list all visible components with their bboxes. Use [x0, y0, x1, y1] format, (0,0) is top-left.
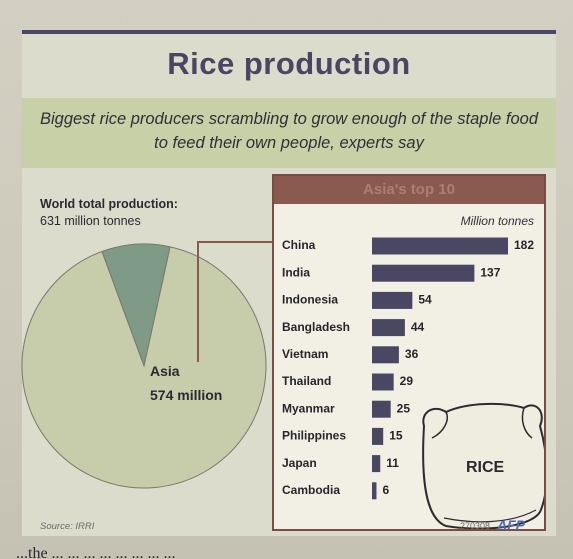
pie-slice-asia [21, 246, 267, 489]
bar-value-india: 137 [480, 265, 500, 279]
bar-label-myanmar: Myanmar [282, 401, 335, 415]
pie-value-asia: 574 million [150, 387, 222, 403]
bar-label-vietnam: Vietnam [282, 347, 328, 361]
bar-label-bangladesh: Bangladesh [282, 320, 350, 334]
bar-vietnam [372, 346, 399, 364]
bar-label-india: India [282, 265, 310, 279]
pie-to-panel-connector [197, 241, 272, 362]
rice-sack-label: RICE [466, 459, 505, 476]
bar-value-cambodia: 6 [382, 483, 389, 497]
bar-value-myanmar: 25 [397, 401, 411, 415]
asia-top10-bars: China 182 India 137 Indonesia 54 Bangladesh 44 V… [282, 237, 544, 529]
unit-label: Million tonnes [460, 214, 534, 228]
rice-sack-icon: RICE [422, 402, 544, 529]
bar-value-bangladesh: 44 [411, 320, 425, 334]
bar-value-japan: 11 [386, 456, 399, 470]
afp-logo: AFP [497, 517, 525, 533]
bar-label-china: China [282, 238, 316, 252]
graphic-code: 270308 [460, 521, 491, 531]
bar-label-thailand: Thailand [282, 374, 331, 388]
bar-value-china: 182 [514, 238, 534, 252]
bar-bangladesh [372, 319, 405, 337]
bar-india [372, 264, 475, 282]
world-total-value: 631 million tonnes [40, 214, 141, 228]
bar-label-cambodia: Cambodia [282, 483, 340, 497]
bar-china [372, 237, 508, 255]
bar-japan [372, 455, 381, 473]
bar-label-philippines: Philippines [282, 429, 346, 443]
bar-indonesia [372, 291, 413, 309]
subtitle-band: Biggest rice producers scrambling to gro… [22, 98, 556, 168]
infographic-card: Rice production Biggest rice producers s… [21, 30, 556, 536]
source-note: Source: IRRI [40, 521, 95, 532]
article-text-fragment: ...the ... ... ... ... ... ... ... ... [16, 545, 176, 559]
chart-subtitle: Biggest rice producers scrambling to gro… [39, 110, 539, 152]
world-total-label: World total production: [40, 197, 178, 211]
pie-label-asia: Asia [150, 363, 180, 379]
world-production-pie: Asia 574 million [21, 241, 272, 489]
asia-top10-panel: Asia's top 10 Million tonnes China 182 Ind… [272, 174, 546, 531]
bar-value-thailand: 29 [400, 374, 414, 388]
asia-top10-title: Asia's top 10 [274, 176, 544, 204]
bar-value-indonesia: 54 [418, 293, 432, 307]
bar-thailand [372, 373, 394, 391]
bar-philippines [372, 427, 384, 445]
chart-title: Rice production [167, 46, 411, 81]
bar-label-indonesia: Indonesia [282, 293, 338, 307]
bar-label-japan: Japan [282, 456, 317, 470]
bar-value-vietnam: 36 [405, 347, 419, 361]
bar-myanmar [372, 400, 391, 418]
bar-value-philippines: 15 [389, 429, 403, 443]
bar-cambodia [372, 482, 377, 500]
